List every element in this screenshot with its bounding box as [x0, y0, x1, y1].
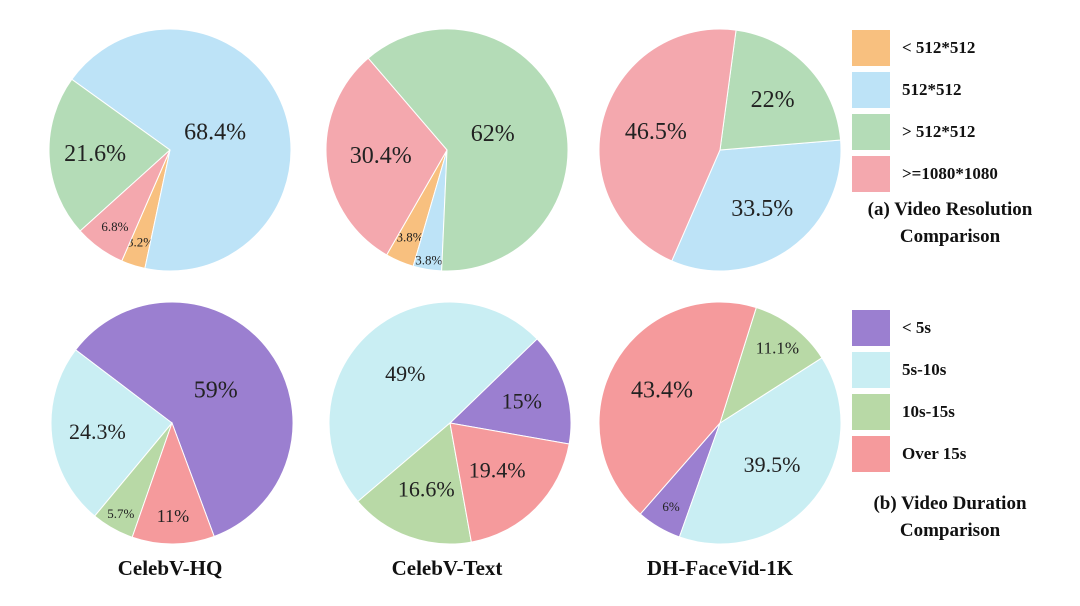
- pie-slice: [48, 78, 171, 232]
- legend-title-resolution: (a) Video Resolution Comparison: [820, 196, 1080, 250]
- pie-slice: [328, 301, 538, 503]
- pie-slice-label: 49%: [385, 361, 425, 386]
- pie-slice-label: 6%: [662, 499, 680, 514]
- legend-item-lt-512: < 512*512: [852, 30, 1052, 66]
- legend-item-lt-5s: < 5s: [852, 310, 1052, 346]
- pie-slice: [598, 301, 757, 515]
- pie-slice: [449, 422, 570, 543]
- pie-slice-label: 11%: [157, 506, 189, 526]
- legend-item-10s-15s: 10s-15s: [852, 394, 1052, 430]
- pie-duration-celebv-hq: 59% 24.3% 5.7% 11%: [50, 301, 294, 545]
- legend-label: 5s-10s: [902, 360, 947, 379]
- legend-label: 10s-15s: [902, 402, 955, 421]
- legend-title-line: Comparison: [899, 520, 1001, 541]
- pie-slice-label: 16.6%: [398, 477, 455, 502]
- pie-slice: [71, 28, 292, 272]
- pie-slice-label: 33.5%: [731, 196, 793, 222]
- pie-slice-label: 30.4%: [350, 143, 412, 169]
- pie-slice-label: 6.8%: [101, 219, 128, 234]
- pie-slice-label: 3.8%: [396, 229, 423, 244]
- pie-slice-label: 39.5%: [744, 452, 801, 477]
- legend-swatch: [852, 114, 890, 150]
- pie-duration-dh-facevid-1k: 6% 39.5% 11.1% 43.4%: [598, 301, 842, 545]
- pie-slice: [598, 28, 737, 262]
- legend-item-gt-512: > 512*512: [852, 114, 1052, 150]
- pie-resolution-celebv-hq: 3.2% 68.4% 21.6% 6.8%: [48, 28, 292, 272]
- pie-slice: [79, 149, 171, 262]
- legend-item-over-15s: Over 15s: [852, 436, 1052, 472]
- pie-slice: [367, 28, 569, 272]
- legend-label: Over 15s: [902, 444, 967, 463]
- pie-slice: [448, 338, 572, 445]
- pie-slice-label: 68.4%: [184, 120, 246, 146]
- legend-label: > 512*512: [902, 122, 976, 141]
- pie-slice: [357, 422, 472, 545]
- pie-slice-label: 24.3%: [69, 419, 126, 444]
- legend-swatch: [852, 72, 890, 108]
- pie-slice-label: 5.7%: [107, 506, 134, 521]
- column-label-dh-facevid-1k: DH-FaceVid-1K: [646, 556, 794, 580]
- legend-label: 512*512: [902, 80, 962, 99]
- legend-swatch: [852, 352, 890, 388]
- legend-swatch: [852, 394, 890, 430]
- legend-title-duration: (b) Video Duration Comparison: [820, 490, 1080, 544]
- pie-slice-label: 21.6%: [64, 141, 126, 167]
- pie-slice: [678, 357, 842, 545]
- pie-slice-label: 15%: [502, 389, 542, 414]
- pie-duration-celebv-text: 15% 49% 16.6% 19.4%: [328, 301, 572, 545]
- column-label-celebv-hq: CelebV-HQ: [117, 556, 223, 580]
- pie-slice: [74, 301, 294, 538]
- pie-slice-label: 3.8%: [415, 252, 442, 267]
- pie-slice-label: 46.5%: [625, 119, 687, 145]
- legend-swatch: [852, 310, 890, 346]
- legend-swatch: [852, 30, 890, 66]
- legend-swatch: [852, 156, 890, 192]
- pie-slice-label: 19.4%: [469, 457, 526, 482]
- legend-swatch: [852, 436, 890, 472]
- legend-title-line: (a) Video Resolution: [867, 199, 1033, 220]
- pie-slice: [325, 57, 448, 256]
- legend-label: >=1080*1080: [902, 164, 998, 183]
- legend-label: < 5s: [902, 318, 932, 337]
- legend-title-line: (b) Video Duration: [873, 493, 1027, 514]
- pie-slice: [50, 349, 173, 517]
- pie-resolution-celebv-text: 3.8% 3.8% 62% 30.4%: [325, 28, 569, 272]
- pie-slice-label: 11.1%: [756, 339, 799, 358]
- legend-item-ge-1080: >=1080*1080: [852, 156, 1052, 192]
- legend-label: < 512*512: [902, 38, 976, 57]
- pie-slice-label: 59%: [194, 378, 238, 404]
- legend-item-512: 512*512: [852, 72, 1052, 108]
- column-label-celebv-text: CelebV-Text: [391, 556, 503, 580]
- pie-slice-label: 22%: [751, 87, 795, 113]
- pie-slice: [131, 421, 215, 545]
- pie-slice: [671, 139, 842, 272]
- legend-item-5s-10s: 5s-10s: [852, 352, 1052, 388]
- pie-slice-label: 3.2%: [127, 235, 154, 250]
- legend-title-line: Comparison: [899, 226, 1001, 247]
- pie-slice-label: 43.4%: [631, 377, 693, 403]
- pie-resolution-dh-facevid-1k: 33.5% 22% 46.5%: [598, 28, 842, 272]
- pie-slice: [719, 306, 823, 425]
- pie-slice-label: 62%: [471, 121, 515, 147]
- pie-slice: [719, 29, 842, 151]
